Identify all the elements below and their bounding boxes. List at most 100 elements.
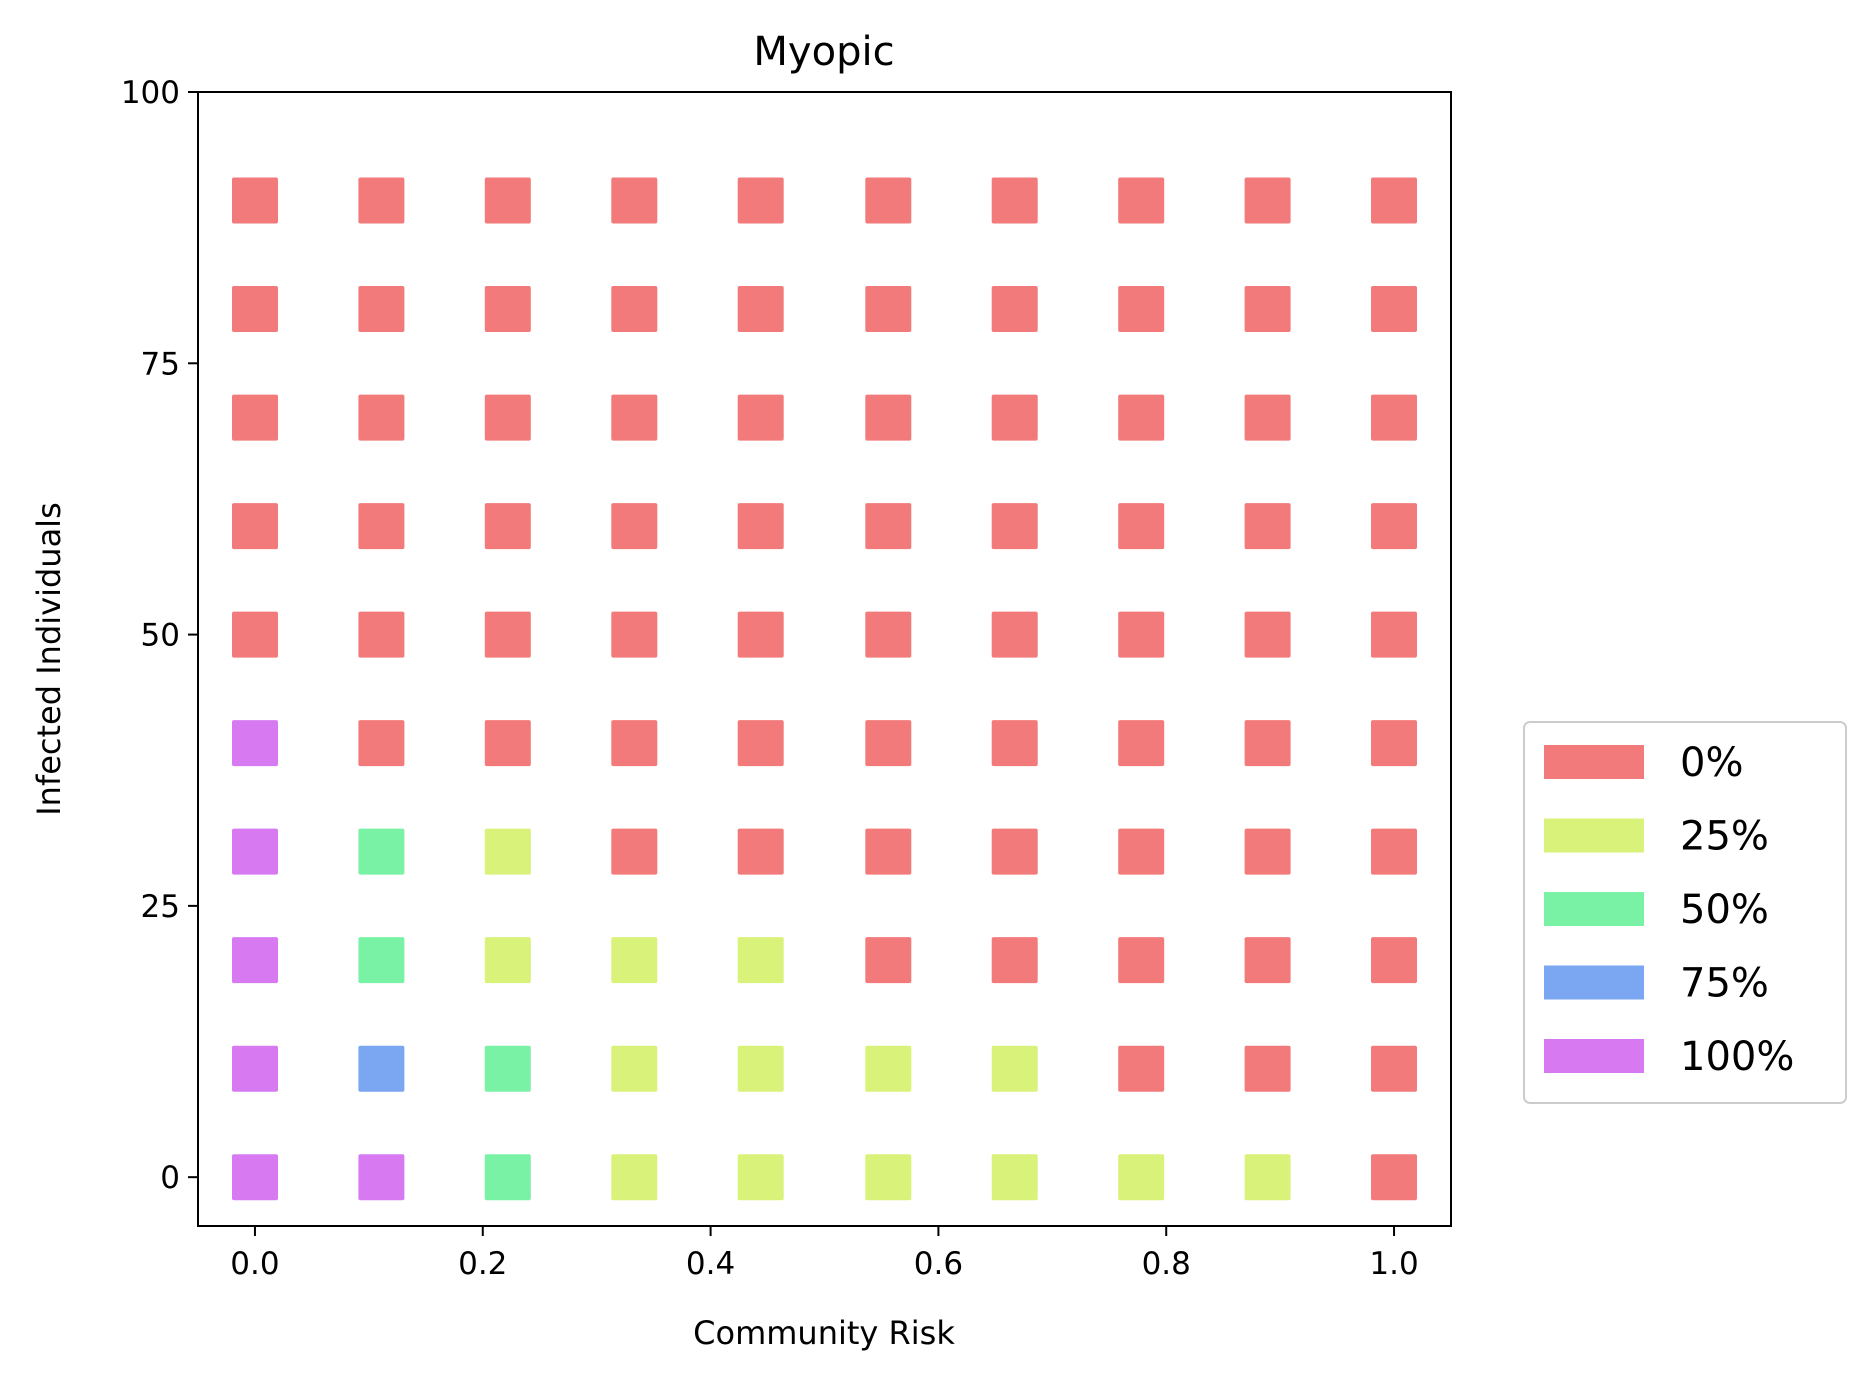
data-point [865,828,912,875]
legend-label: 100% [1680,1034,1794,1080]
data-point [484,828,531,875]
y-tick-label: 100 [121,75,180,111]
legend: 0% 25% 50% 75% 100% [1523,721,1847,1104]
plot-area [232,177,1417,1201]
data-point [484,286,531,332]
data-point [232,611,278,658]
data-point [1371,394,1417,441]
data-point [611,177,658,224]
legend-label: 25% [1680,814,1769,860]
legend-label: 0% [1680,740,1743,786]
data-point [991,720,1038,767]
data-point [1118,1154,1165,1201]
data-point [484,1045,531,1092]
data-point [1244,503,1291,550]
data-point [1118,503,1165,550]
data-point [1118,177,1165,224]
data-point [1371,828,1417,875]
legend-swatch [1544,818,1644,853]
data-point [1371,1045,1417,1092]
plot-frame [197,91,1452,1227]
data-point [232,828,278,875]
data-point [737,286,784,332]
data-point [232,503,278,550]
data-point [358,286,405,332]
data-point [1118,828,1165,875]
data-point [1118,1045,1165,1092]
data-point [232,1045,278,1092]
data-point [1118,286,1165,332]
data-point [991,394,1038,441]
y-tick-label: 0 [160,1160,180,1196]
chart-title: Myopic [753,29,894,75]
legend-swatch [1544,1039,1644,1073]
data-point [1118,394,1165,441]
x-tick-label: 0.2 [458,1246,507,1282]
data-point [1118,937,1165,984]
data-point [865,177,912,224]
data-point [991,611,1038,658]
data-point [358,394,405,441]
data-point [358,720,405,767]
data-point [358,177,405,224]
data-point [611,503,658,550]
data-point [1371,1154,1417,1201]
data-point [611,937,658,984]
data-point [484,177,531,224]
data-point [484,611,531,658]
data-point [865,286,912,332]
y-tick-label: 75 [141,346,180,382]
data-point [484,394,531,441]
data-point [358,828,405,875]
legend-swatch [1544,892,1644,926]
legend-label: 50% [1680,887,1769,933]
y-axis-label: Infected Individuals [30,502,68,816]
data-point [232,286,278,332]
x-axis: 0.0 0.2 0.4 0.6 0.8 1.0 [230,1226,1419,1282]
data-point [991,937,1038,984]
data-point [1371,611,1417,658]
data-point [991,503,1038,550]
x-tick-label: 0.8 [1142,1246,1191,1282]
data-point [737,828,784,875]
data-point [611,720,658,767]
legend-swatch [1544,965,1644,1000]
data-point [611,286,658,332]
data-point [737,177,784,224]
data-point [484,503,531,550]
x-tick-label: 0.0 [230,1246,279,1282]
data-point [232,937,278,984]
data-point [484,1154,531,1201]
data-point [1371,503,1417,550]
data-point [737,1154,784,1201]
data-point [991,828,1038,875]
data-point [1244,611,1291,658]
data-point [865,1154,912,1201]
data-point [358,611,405,658]
legend-frame [1523,721,1847,1104]
data-point [865,394,912,441]
data-point [611,611,658,658]
data-point [737,937,784,984]
data-point [865,720,912,767]
legend-swatch [1544,745,1644,779]
data-point [484,720,531,767]
y-tick-label: 50 [141,618,180,654]
data-point [991,286,1038,332]
data-point [1244,1154,1291,1201]
data-point [484,937,531,984]
data-point [358,1045,405,1092]
data-point [865,937,912,984]
data-point [1244,937,1291,984]
x-tick-label: 1.0 [1369,1246,1418,1282]
data-point [358,503,405,550]
data-point [1371,720,1417,767]
data-point [1244,177,1291,224]
data-point [1244,394,1291,441]
data-point [737,611,784,658]
data-point [1371,177,1417,224]
data-point [1244,720,1291,767]
data-point [865,503,912,550]
x-axis-label: Community Risk [693,1314,955,1352]
